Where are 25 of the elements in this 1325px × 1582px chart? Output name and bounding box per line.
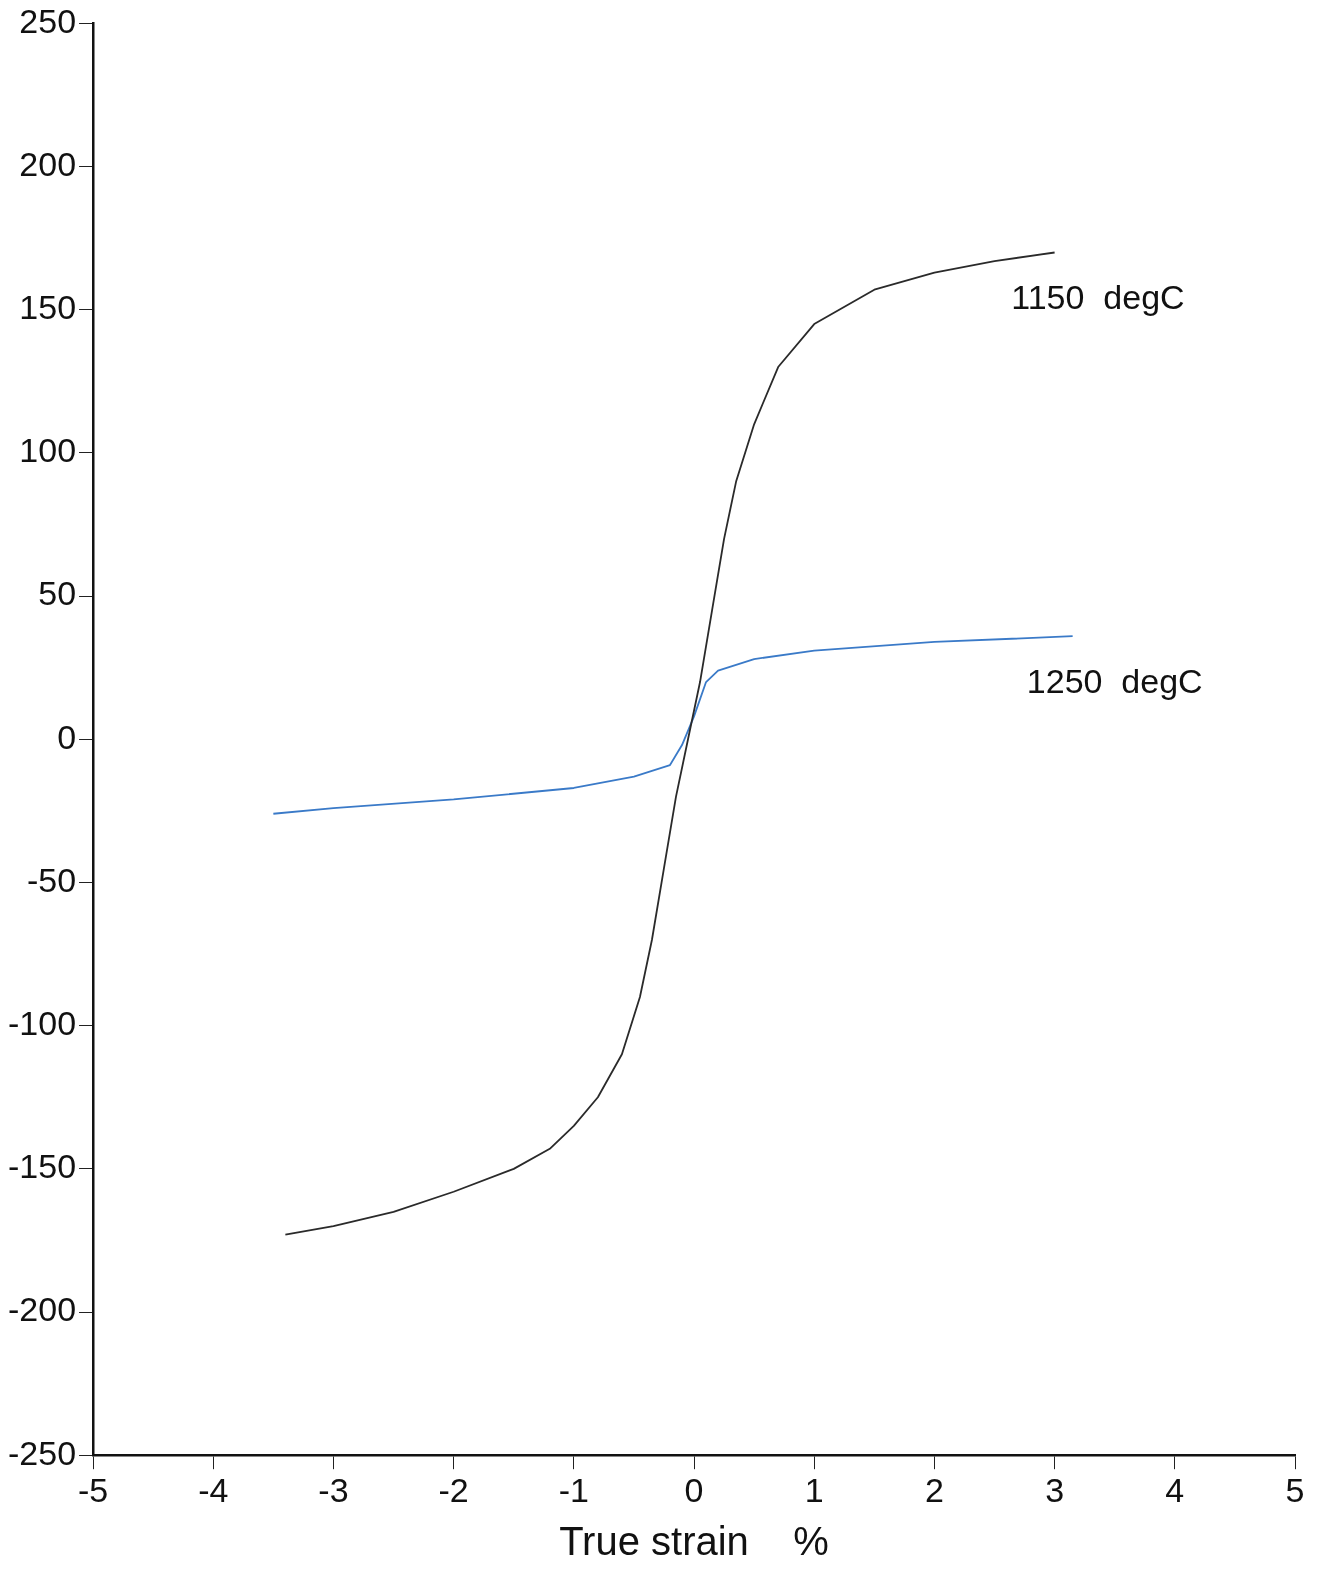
x-tick-label: -1 bbox=[558, 1470, 589, 1509]
y-tick-label: -200 bbox=[7, 1290, 77, 1329]
y-tick-label: -250 bbox=[7, 1433, 77, 1472]
x-tick-label: -5 bbox=[77, 1470, 109, 1509]
x-tick-label: -3 bbox=[318, 1470, 349, 1509]
series-label: 1250 degC bbox=[1026, 661, 1203, 700]
y-tick-label: 150 bbox=[19, 288, 77, 327]
x-tick-label: 5 bbox=[1285, 1470, 1305, 1509]
y-tick-label: -50 bbox=[26, 860, 77, 899]
y-tick-label: -100 bbox=[7, 1004, 77, 1043]
x-tick-label: 1 bbox=[804, 1470, 824, 1509]
series-label: 1150 degC bbox=[1011, 277, 1185, 316]
y-tick-label: 100 bbox=[19, 431, 77, 470]
y-tick-label: 50 bbox=[38, 574, 77, 613]
x-tick-label: 4 bbox=[1165, 1470, 1185, 1509]
x-tick-label: -4 bbox=[198, 1470, 229, 1509]
x-tick-label: -2 bbox=[438, 1470, 469, 1509]
x-tick-label: 3 bbox=[1045, 1470, 1065, 1509]
x-tick-label: 2 bbox=[924, 1470, 944, 1509]
y-tick-label: -150 bbox=[7, 1147, 77, 1186]
y-tick-label: 250 bbox=[19, 1, 77, 40]
y-tick-label: 0 bbox=[57, 717, 77, 756]
x-axis-title: True strain % bbox=[559, 1519, 829, 1564]
y-tick-label: 200 bbox=[19, 144, 77, 183]
x-tick-label: 0 bbox=[684, 1470, 704, 1509]
